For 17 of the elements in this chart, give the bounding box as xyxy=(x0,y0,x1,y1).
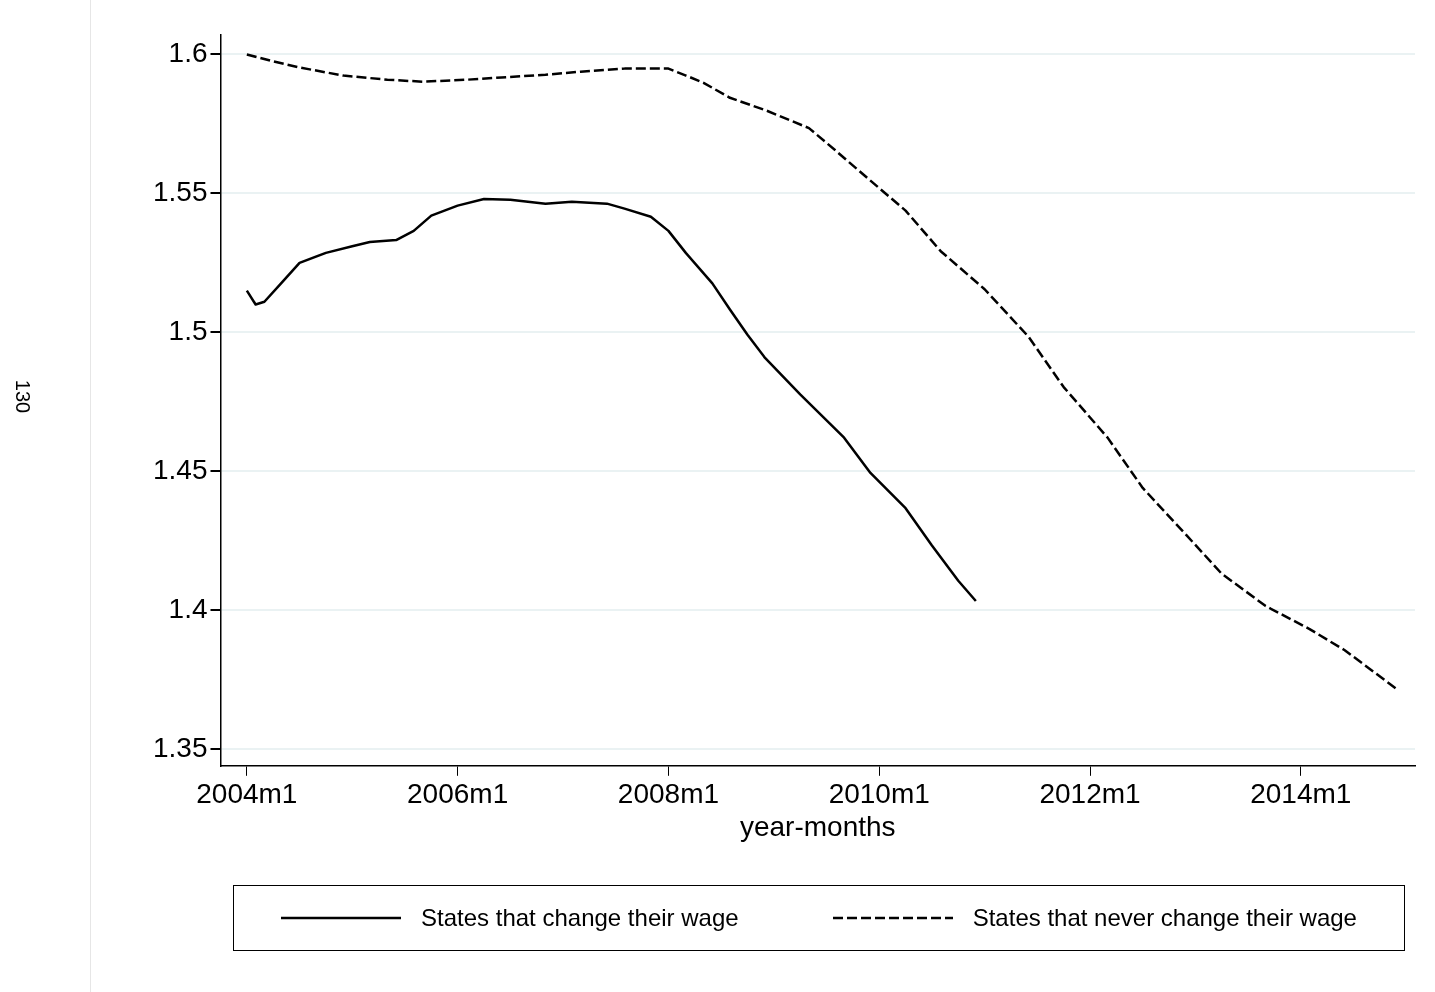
line-series xyxy=(245,53,1399,691)
y-tick-label: 1.6 xyxy=(168,37,208,69)
y-tick-label: 1.35 xyxy=(153,731,208,763)
y-tick-label: 1.4 xyxy=(168,592,208,624)
legend-label: States that never change their wage xyxy=(972,904,1357,932)
y-tick-label: 1.55 xyxy=(153,176,208,208)
x-tick-label: 2006m1 xyxy=(407,778,509,810)
text: 130 xyxy=(11,379,35,414)
x-tick-label: 2008m1 xyxy=(617,778,720,810)
x-tick-label: 2014m1 xyxy=(1250,778,1352,810)
legend-label: States that change their wage xyxy=(421,904,739,932)
x-tick-label: 2010m1 xyxy=(828,778,930,810)
x-tick-label: 2004m1 xyxy=(196,778,298,810)
y-tick-label: 1.45 xyxy=(153,453,208,485)
x-axis-title: year-months xyxy=(739,810,896,842)
x-tick-label: 2012m1 xyxy=(1039,778,1141,810)
y-tick-label: 1.5 xyxy=(168,315,208,347)
